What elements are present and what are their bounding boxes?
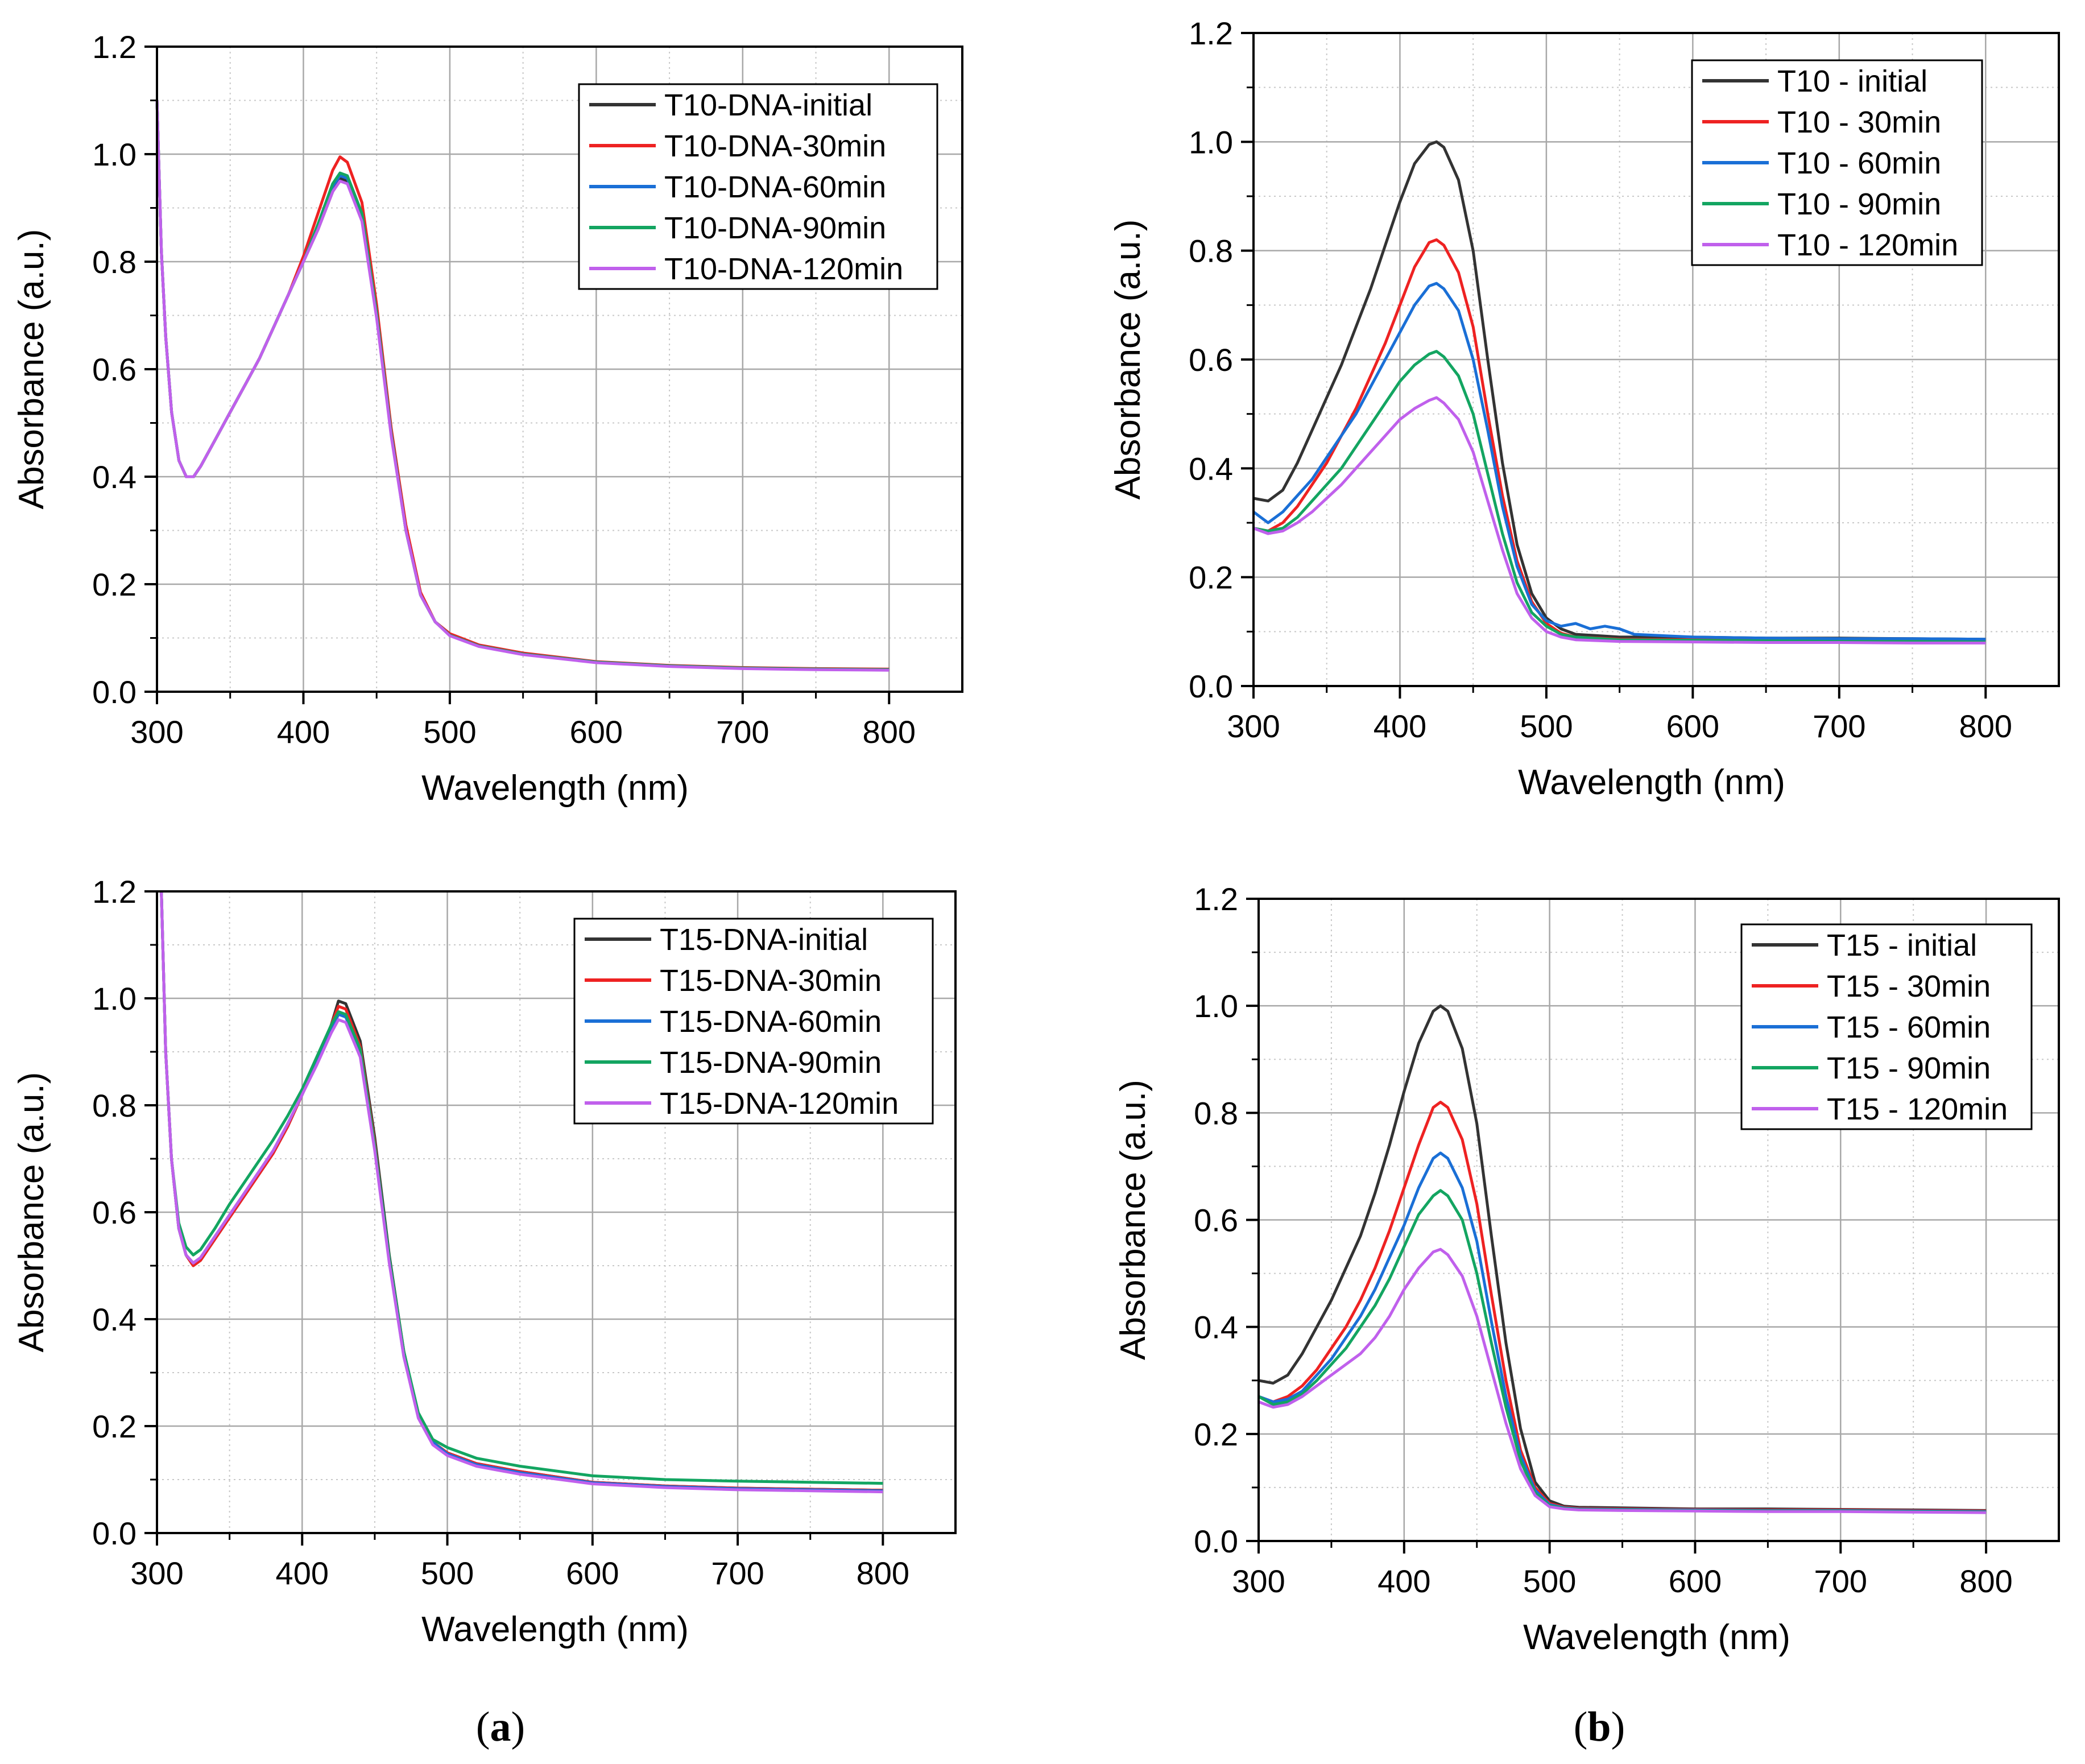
legend-label: T10 - 120min xyxy=(1777,228,1958,262)
x-axis-title: Wavelength (nm) xyxy=(1518,763,1785,802)
y-tick-label: 1.0 xyxy=(92,137,136,172)
y-tick-label: 0.2 xyxy=(1194,1416,1238,1452)
chart-t10-dna: 300 400 500 600 700 800 0.0 0.2 0.4 0.6 0.8 1.0 1.2 W… xyxy=(12,29,963,808)
legend-label: T10-DNA-120min xyxy=(664,252,903,286)
x-tick-label: 700 xyxy=(716,714,769,750)
y-tick-label: 1.2 xyxy=(92,874,136,910)
y-tick-label: 0.0 xyxy=(92,674,136,710)
series-line xyxy=(160,891,883,1485)
y-tick-label: 0.4 xyxy=(92,1302,136,1337)
x-tick-label: 500 xyxy=(421,1555,474,1591)
legend-label: T10 - initial xyxy=(1777,64,1927,98)
y-tick-label: 1.0 xyxy=(92,981,136,1017)
x-tick-label: 800 xyxy=(863,714,916,750)
x-tick-label: 600 xyxy=(1666,708,1719,744)
series-line xyxy=(160,891,883,1494)
y-tick-label: 0.8 xyxy=(1189,233,1233,269)
y-tick-label: 0.8 xyxy=(1194,1095,1238,1131)
chart-t15-dna: 300 400 500 600 700 800 0.0 0.2 0.4 0.6 0.8 1.0 1.2 W… xyxy=(12,874,957,1649)
y-tick-label: 0.4 xyxy=(1194,1309,1238,1345)
y-tick-label: 0.4 xyxy=(92,459,136,495)
x-tick-label: 300 xyxy=(1227,708,1280,744)
y-tick-label: 0.6 xyxy=(92,352,136,387)
x-tick-label: 400 xyxy=(276,1555,329,1591)
y-tick-label: 0.0 xyxy=(1194,1523,1238,1559)
y-tick-label: 1.0 xyxy=(1189,124,1233,160)
x-tick-label: 800 xyxy=(1959,1563,2012,1599)
y-axis-title: Absorbance (a.u.) xyxy=(1114,1080,1153,1360)
x-tick-label: 500 xyxy=(1523,1563,1576,1599)
series-line xyxy=(1253,140,1986,641)
legend-label: T10-DNA-60min xyxy=(664,170,886,204)
x-axis-title: Wavelength (nm) xyxy=(421,769,689,808)
x-tick-label: 500 xyxy=(1520,708,1573,744)
x-tick-label: 500 xyxy=(423,714,476,750)
legend-label: T15-DNA-initial xyxy=(660,923,868,957)
series-line xyxy=(1253,396,1986,645)
y-tick-label: 0.2 xyxy=(92,1408,136,1444)
y-tick-label: 1.0 xyxy=(1194,988,1238,1024)
legend-label: T10 - 30min xyxy=(1777,105,1941,139)
y-tick-label: 0.2 xyxy=(1189,560,1233,596)
legend-label: T15-DNA-120min xyxy=(660,1087,899,1121)
panel-label-a: (a) xyxy=(476,1704,525,1750)
y-tick-label: 0.4 xyxy=(1189,451,1233,486)
x-tick-label: 400 xyxy=(1377,1563,1430,1599)
x-tick-label: 300 xyxy=(1232,1563,1285,1599)
y-tick-label: 0.0 xyxy=(92,1515,136,1551)
legend-label: T15-DNA-60min xyxy=(660,1005,882,1039)
y-axis-title: Absorbance (a.u.) xyxy=(1108,220,1148,500)
series-line xyxy=(1253,350,1986,643)
chart-t10: 300 400 500 600 700 800 0.0 0.2 0.4 0.6 0.8 1.0 1.2 W… xyxy=(1108,15,2060,802)
x-tick-label: 400 xyxy=(1374,708,1426,744)
x-tick-label: 700 xyxy=(1814,1563,1867,1599)
panel-label-b: (b) xyxy=(1574,1704,1625,1750)
x-axis-title: Wavelength (nm) xyxy=(421,1610,689,1649)
legend-label: T15 - 120min xyxy=(1827,1092,2008,1126)
y-tick-label: 0.6 xyxy=(92,1195,136,1230)
y-tick-label: 0.6 xyxy=(1194,1203,1238,1238)
y-tick-label: 1.2 xyxy=(1194,881,1238,917)
y-tick-label: 0.6 xyxy=(1189,342,1233,378)
x-tick-label: 800 xyxy=(857,1555,909,1591)
y-tick-label: 1.2 xyxy=(1189,15,1233,51)
series-line xyxy=(155,100,890,672)
legend-label: T15-DNA-30min xyxy=(660,964,882,998)
legend-label: T15 - initial xyxy=(1827,928,1977,962)
x-tick-label: 300 xyxy=(130,1555,183,1591)
y-axis-title: Absorbance (a.u.) xyxy=(12,1072,51,1353)
y-tick-label: 1.2 xyxy=(92,29,136,65)
x-axis-title: Wavelength (nm) xyxy=(1523,1618,1790,1657)
y-tick-label: 0.2 xyxy=(92,567,136,602)
legend-label: T10 - 60min xyxy=(1777,146,1941,180)
x-tick-label: 400 xyxy=(277,714,330,750)
series-line xyxy=(1258,1247,1987,1514)
x-tick-label: 700 xyxy=(711,1555,764,1591)
legend-label: T10-DNA-initial xyxy=(664,88,872,122)
legend-label: T15 - 60min xyxy=(1827,1010,1991,1044)
legend-label: T15 - 30min xyxy=(1827,969,1991,1003)
legend-label: T15-DNA-90min xyxy=(660,1046,882,1080)
legend-label: T10 - 90min xyxy=(1777,187,1941,221)
legend-label: T15 - 90min xyxy=(1827,1051,1991,1085)
x-tick-label: 800 xyxy=(1959,708,2012,744)
legend-label: T10-DNA-30min xyxy=(664,129,886,163)
x-tick-label: 600 xyxy=(570,714,623,750)
y-tick-label: 0.0 xyxy=(1189,668,1233,704)
x-tick-label: 600 xyxy=(566,1555,619,1591)
chart-t15: 300 400 500 600 700 800 0.0 0.2 0.4 0.6 0.8 1.0 1.2 W… xyxy=(1114,881,2060,1657)
y-axis-title: Absorbance (a.u.) xyxy=(12,229,51,510)
y-tick-label: 0.8 xyxy=(92,1088,136,1123)
series-line xyxy=(1252,282,1986,641)
legend-label: T10-DNA-90min xyxy=(664,211,886,245)
x-tick-label: 700 xyxy=(1813,708,1865,744)
x-tick-label: 300 xyxy=(130,714,183,750)
x-tick-label: 600 xyxy=(1669,1563,1722,1599)
y-tick-label: 0.8 xyxy=(92,244,136,280)
